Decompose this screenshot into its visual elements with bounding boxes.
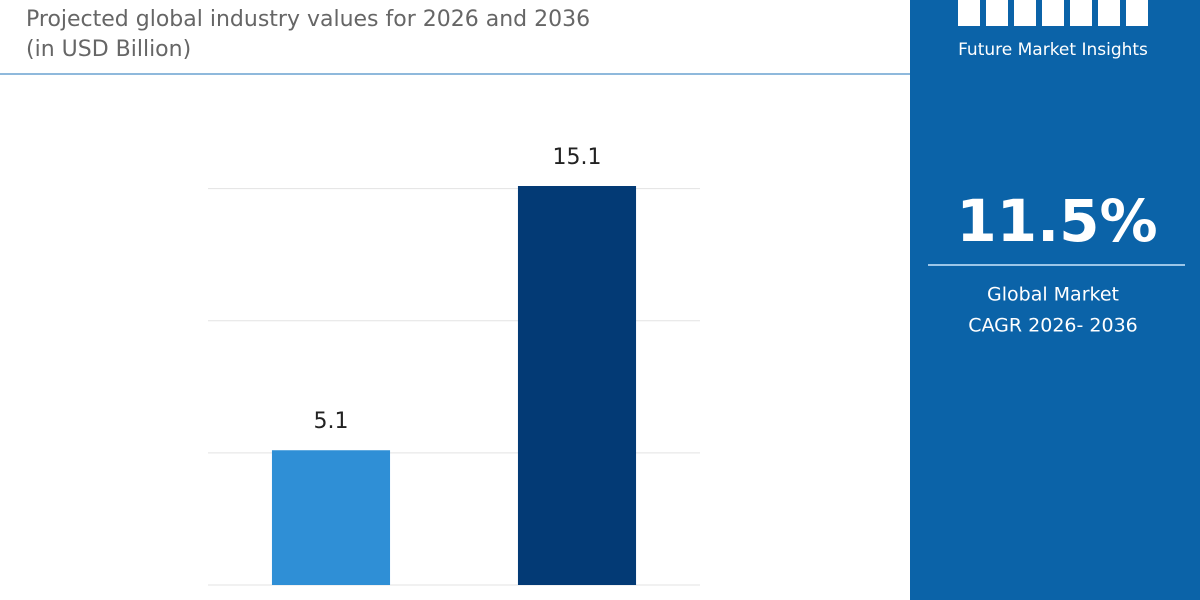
data-label: 5.1: [314, 409, 349, 434]
data-label: 15.1: [553, 145, 602, 170]
cagr-value: 11.5%: [956, 187, 1157, 255]
cagr-caption: Global Market: [987, 284, 1119, 306]
bar: [517, 186, 637, 585]
chart-subtitle: (in USD Billion): [26, 37, 191, 62]
brand-logo: [958, 0, 1148, 26]
brand-name: Future Market Insights: [958, 40, 1148, 60]
bar: [271, 450, 391, 585]
chart-title: Projected global industry values for 202…: [26, 7, 590, 32]
cagr-caption: CAGR 2026- 2036: [968, 315, 1138, 337]
side-panel: [910, 0, 1200, 600]
